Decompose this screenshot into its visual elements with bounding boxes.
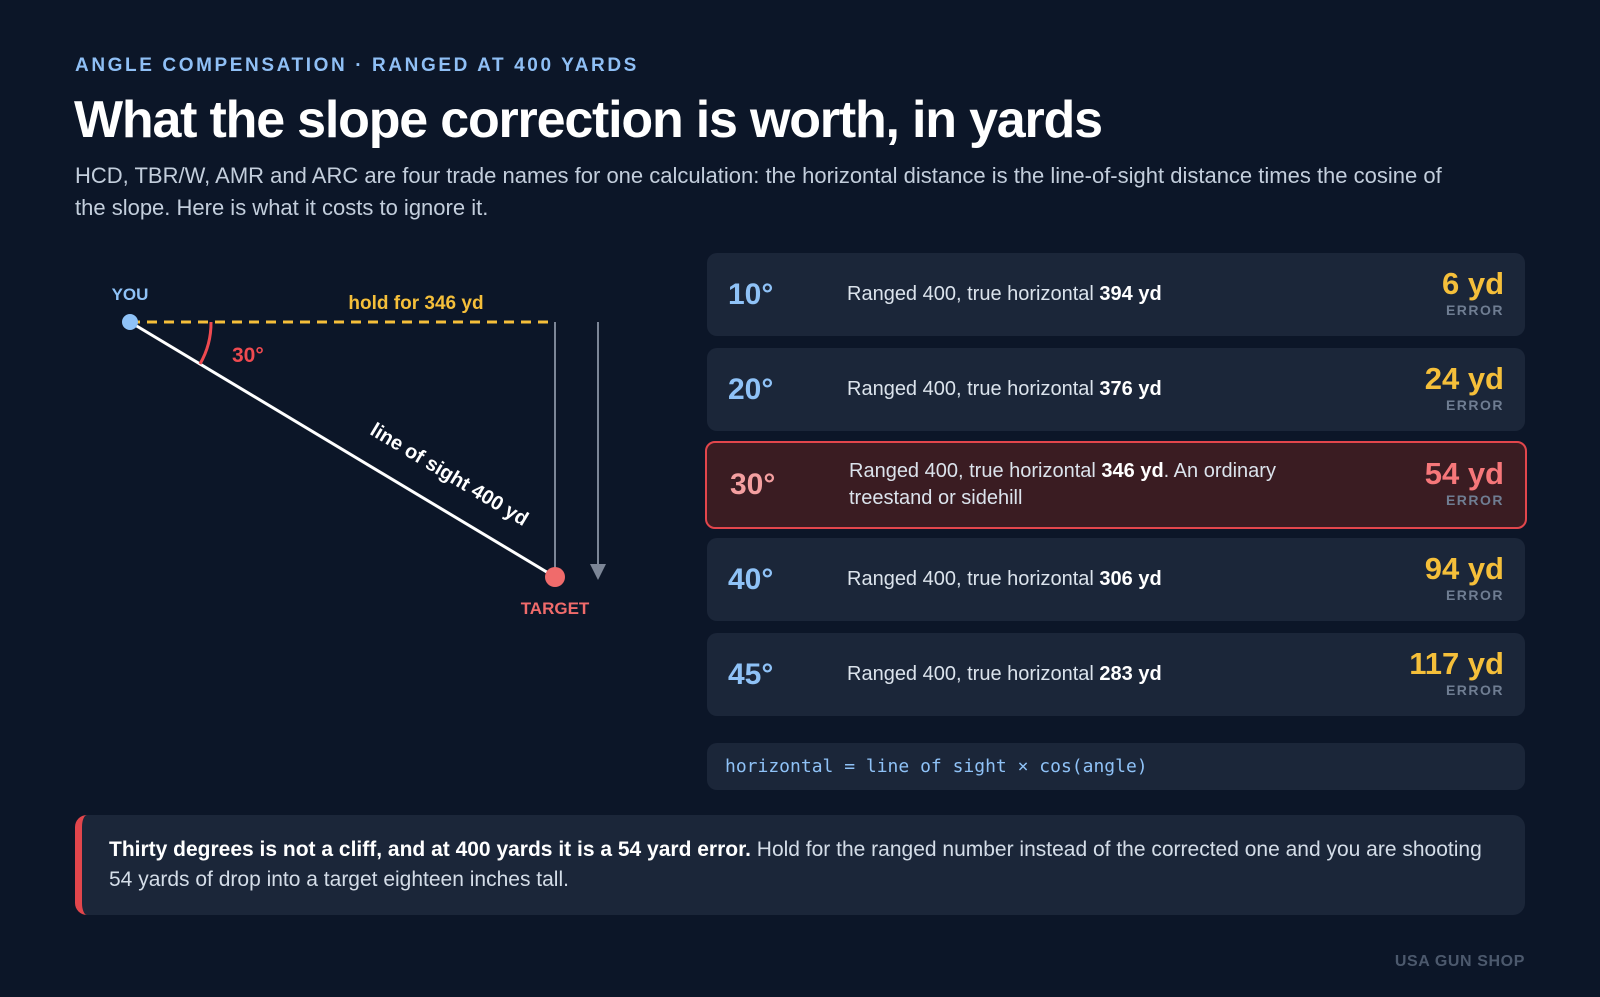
slope-diagram: YOU hold for 346 yd 30° line of sight 40…: [112, 285, 606, 618]
table-row: 10° Ranged 400, true horizontal 394 yd 6…: [707, 253, 1525, 336]
eyebrow: ANGLE COMPENSATION · RANGED AT 400 YARDS: [75, 55, 639, 76]
row-error: 54 yd ERROR: [1424, 456, 1504, 509]
row-angle: 45°: [728, 657, 774, 691]
footer-brand: USA GUN SHOP: [1394, 953, 1525, 970]
subtitle: HCD, TBR/W, AMR and ARC are four trade n…: [75, 163, 1442, 220]
target-label: TARGET: [521, 599, 590, 618]
callout: Thirty degrees is not a cliff, and at 40…: [75, 815, 1525, 915]
error-value: 24 yd: [1424, 361, 1504, 396]
error-label: ERROR: [1445, 397, 1504, 413]
error-value: 117 yd: [1409, 646, 1504, 681]
you-label: YOU: [112, 285, 149, 304]
row-error: 24 yd ERROR: [1424, 361, 1504, 414]
row-true-horizontal: 376 yd: [1099, 378, 1162, 400]
hold-label: hold for 346 yd: [348, 293, 483, 314]
row-error: 94 yd ERROR: [1424, 551, 1504, 604]
target-point: [545, 567, 565, 587]
page-title: What the slope correction is worth, in y…: [74, 91, 1103, 149]
row-description: Ranged 400, true horizontal 306 yd: [847, 568, 1162, 590]
row-true-horizontal: 306 yd: [1099, 568, 1162, 590]
row-error: 6 yd ERROR: [1441, 266, 1504, 319]
error-value: 6 yd: [1441, 266, 1504, 301]
line-of-sight: [129, 320, 556, 579]
row-description: Ranged 400, true horizontal 376 yd: [847, 378, 1162, 400]
formula-box: horizontal = line of sight × cos(angle): [707, 743, 1525, 790]
row-angle: 10°: [728, 277, 774, 311]
row-angle: 30°: [730, 468, 776, 501]
row-angle: 40°: [728, 562, 774, 596]
table-row: 45° Ranged 400, true horizontal 283 yd 1…: [707, 633, 1525, 716]
error-value: 54 yd: [1424, 456, 1504, 491]
callout-bold: Thirty degrees is not a cliff, and at 40…: [109, 838, 751, 861]
row-true-horizontal: 283 yd: [1099, 663, 1162, 685]
angle-label: 30°: [232, 344, 264, 367]
row-true-horizontal: 346 yd: [1101, 460, 1164, 482]
error-label: ERROR: [1445, 682, 1504, 698]
angle-arc: [198, 321, 213, 365]
table-row: 40° Ranged 400, true horizontal 306 yd 9…: [707, 538, 1525, 621]
you-point: [122, 314, 138, 330]
row-true-horizontal: 394 yd: [1099, 283, 1162, 305]
callout-text: Hold for the ranged number instead of th…: [109, 838, 1482, 891]
row-error: 117 yd ERROR: [1409, 646, 1504, 699]
row-description: Ranged 400, true horizontal 283 yd: [847, 663, 1162, 685]
table-row: 20° Ranged 400, true horizontal 376 yd 2…: [707, 348, 1525, 431]
table-row-highlighted: 30° Ranged 400, true horizontal 346 yd. …: [705, 441, 1527, 529]
row-description: Ranged 400, true horizontal 394 yd: [847, 283, 1162, 305]
row-angle: 20°: [728, 372, 774, 406]
error-label: ERROR: [1445, 587, 1504, 603]
error-label: ERROR: [1445, 302, 1504, 318]
error-label: ERROR: [1445, 492, 1504, 508]
error-value: 94 yd: [1424, 551, 1504, 586]
row-description: Ranged 400, true horizontal 346 yd. An o…: [849, 460, 1276, 509]
